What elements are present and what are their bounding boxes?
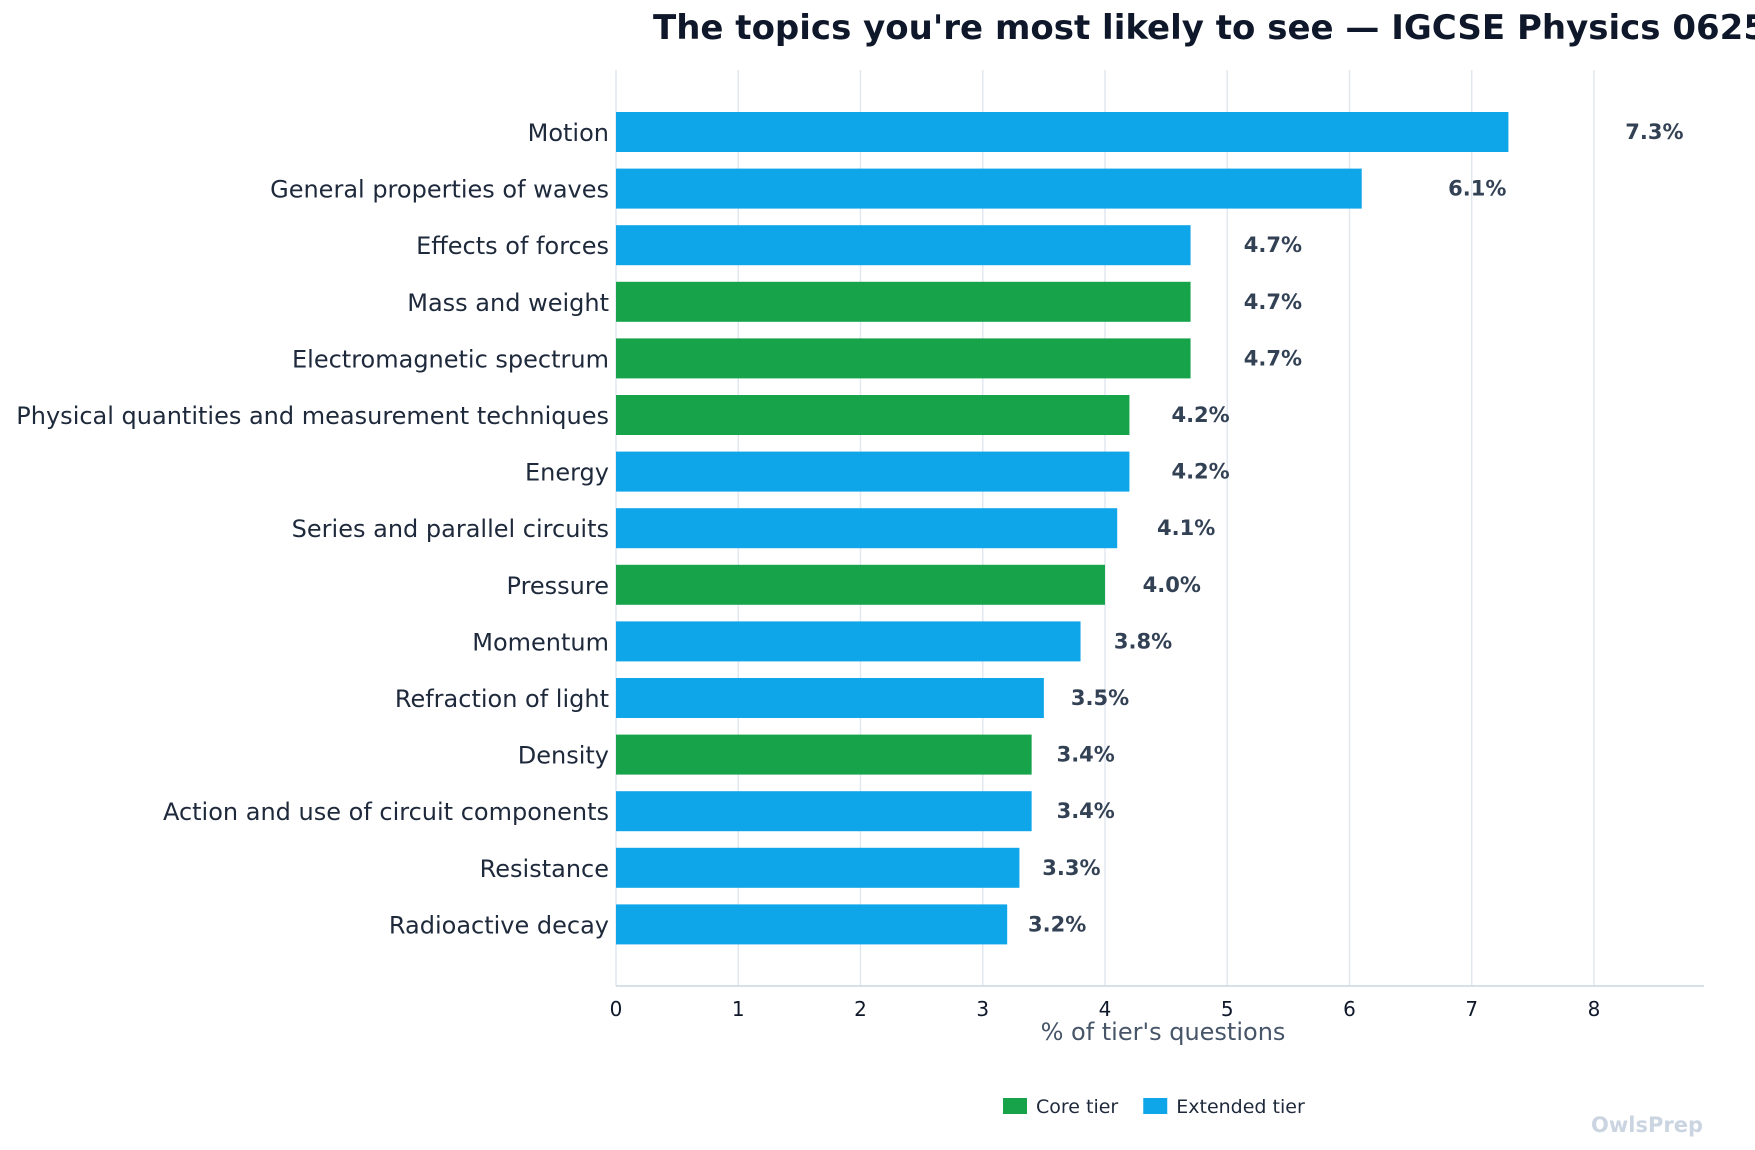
category-label: Energy (525, 459, 609, 487)
category-label: Motion (528, 119, 609, 147)
x-axis: 0 1 2 3 4 5 6 7 8 (610, 985, 1704, 1021)
bar (616, 112, 1509, 152)
x-tick-label: 1 (732, 997, 745, 1021)
watermark-text: OwlsPrep (1591, 1113, 1703, 1137)
legend: Core tier Extended tier (1003, 1096, 1305, 1118)
bar (616, 564, 1105, 605)
bar (616, 451, 1130, 492)
category-label: Momentum (472, 628, 609, 656)
bar (616, 168, 1362, 209)
value-label: 3.5% (1071, 686, 1129, 710)
x-tick-label: 7 (1465, 997, 1478, 1021)
bar (616, 508, 1118, 549)
x-tick-label: 2 (854, 997, 867, 1021)
value-label: 3.3% (1042, 856, 1100, 880)
bar (616, 904, 1008, 945)
value-label: 4.0% (1143, 573, 1201, 597)
category-label: Pressure (507, 572, 609, 600)
value-label: 7.3% (1625, 120, 1683, 144)
value-label: 4.1% (1157, 516, 1215, 540)
category-label: Radioactive decay (389, 911, 609, 939)
x-tick-label: 3 (976, 997, 989, 1021)
bars-group: Motion 7.3% General properties of waves 6.1… (16, 112, 1684, 945)
category-label: Physical quantities and measurement tech… (16, 402, 609, 430)
x-tick-label: 0 (610, 997, 623, 1021)
category-label: Electromagnetic spectrum (292, 345, 609, 373)
category-label: Mass and weight (407, 289, 609, 317)
value-label: 3.4% (1057, 799, 1115, 823)
value-label: 4.7% (1244, 290, 1302, 314)
value-label: 6.1% (1448, 177, 1506, 201)
category-label: Resistance (480, 855, 609, 883)
bar (616, 847, 1020, 888)
category-label: Action and use of circuit components (163, 798, 609, 826)
bar (616, 281, 1191, 322)
x-tick-label: 4 (1099, 997, 1112, 1021)
bar (616, 621, 1081, 662)
value-label: 3.2% (1028, 912, 1086, 936)
legend-swatch (1143, 1098, 1168, 1114)
bar (616, 225, 1191, 266)
value-label: 3.8% (1114, 629, 1172, 653)
category-label: Density (518, 742, 609, 770)
value-label: 4.7% (1244, 233, 1302, 257)
value-label: 4.2% (1171, 403, 1229, 427)
x-tick-label: 5 (1221, 997, 1234, 1021)
bar (616, 395, 1130, 435)
legend-swatch (1003, 1098, 1027, 1114)
bar (616, 791, 1032, 832)
bar (616, 734, 1032, 775)
value-label: 3.4% (1057, 743, 1115, 767)
category-label: General properties of waves (270, 176, 609, 204)
category-label: Refraction of light (395, 685, 609, 713)
value-label: 4.2% (1171, 460, 1229, 484)
x-tick-label: 6 (1343, 997, 1356, 1021)
x-tick-label: 8 (1588, 997, 1601, 1021)
legend-label: Extended tier (1176, 1096, 1305, 1118)
bar (616, 678, 1044, 718)
chart-title: The topics you're most likely to see — I… (653, 8, 1755, 48)
value-label: 4.7% (1244, 346, 1302, 370)
category-label: Effects of forces (416, 232, 609, 260)
category-label: Series and parallel circuits (292, 515, 609, 543)
legend-label: Core tier (1036, 1096, 1118, 1118)
bar (616, 338, 1191, 379)
x-axis-title: % of tier's questions (1041, 1018, 1286, 1046)
